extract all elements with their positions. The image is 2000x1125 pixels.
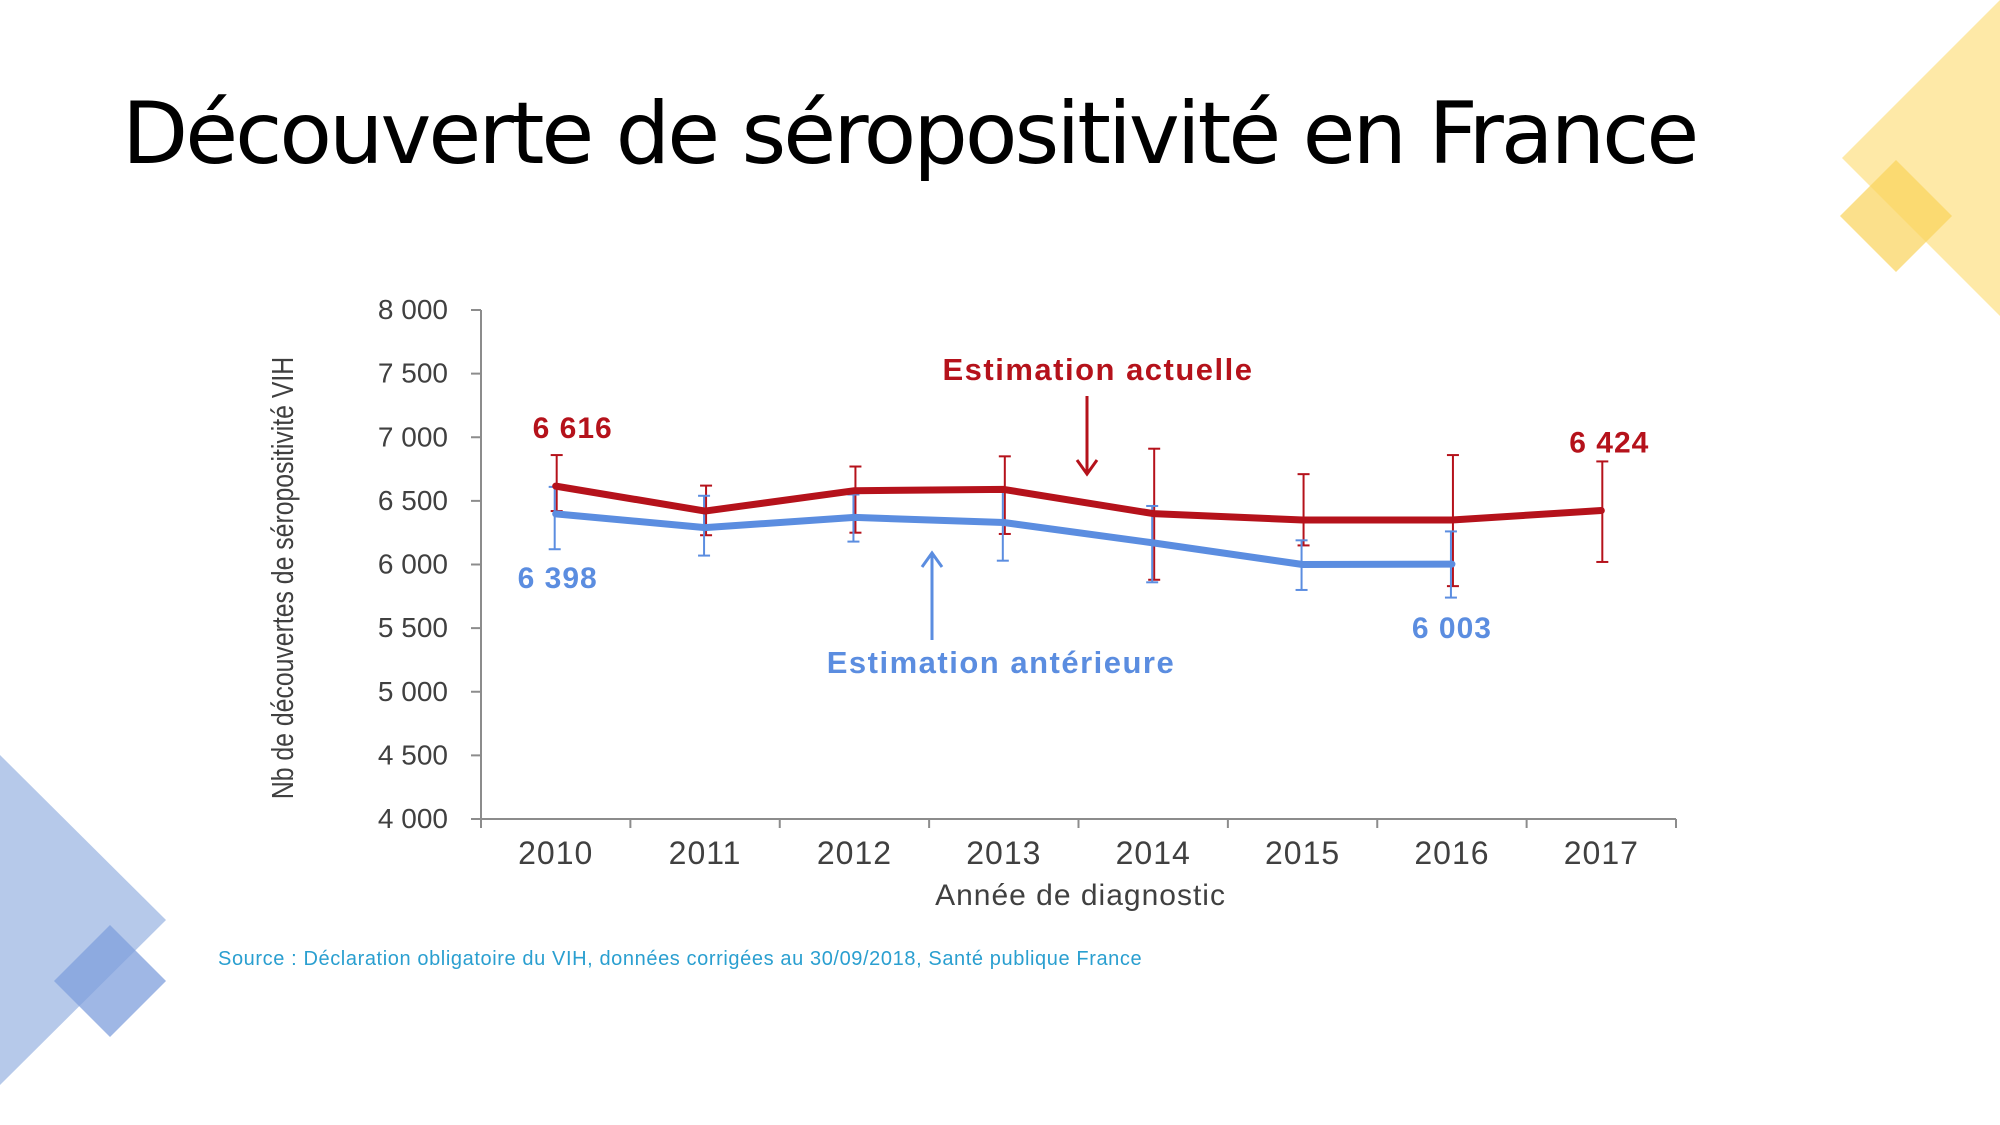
y-tick-label: 5 500 xyxy=(378,612,448,643)
y-tick-label: 4 500 xyxy=(378,739,448,770)
y-tick-label: 8 000 xyxy=(378,294,448,325)
y-tick-label: 7 500 xyxy=(378,358,448,389)
annotation-arrow-head xyxy=(920,550,944,568)
data-label: 6 398 xyxy=(518,562,598,595)
data-label: 6 424 xyxy=(1569,427,1649,460)
x-tick-label: 2013 xyxy=(966,835,1041,871)
series-line-estimation-actuelle xyxy=(552,482,1605,524)
y-tick-label: 6 500 xyxy=(378,485,448,516)
y-tick-label: 4 000 xyxy=(378,803,448,834)
x-tick-label: 2011 xyxy=(669,835,742,871)
x-tick-label: 2014 xyxy=(1116,835,1191,871)
data-label: 6 003 xyxy=(1412,612,1492,645)
series-label-estimation-anterieure: Estimation antérieure xyxy=(827,645,1175,680)
x-tick-label: 2015 xyxy=(1265,835,1340,871)
annotation-arrow-head xyxy=(1075,459,1099,477)
x-tick-label: 2010 xyxy=(518,835,593,871)
y-axis-title: Nb de découvertes de séropositivité VIH xyxy=(265,357,299,799)
source-note: Source : Déclaration obligatoire du VIH,… xyxy=(218,948,1143,970)
x-tick-label: 2017 xyxy=(1564,835,1639,871)
y-tick-label: 5 000 xyxy=(378,676,448,707)
data-label: 6 616 xyxy=(533,412,613,445)
x-axis-title: Année de diagnostic xyxy=(935,879,1226,912)
series-line-estimation-anterieure xyxy=(552,510,1456,568)
series-label-estimation-actuelle: Estimation actuelle xyxy=(942,352,1253,387)
x-tick-label: 2016 xyxy=(1414,835,1489,871)
slide-title: Découverte de séropositivité en France xyxy=(122,84,1699,184)
y-tick-label: 6 000 xyxy=(378,549,448,580)
y-tick-label: 7 000 xyxy=(378,421,448,452)
x-tick-label: 2012 xyxy=(817,835,892,871)
